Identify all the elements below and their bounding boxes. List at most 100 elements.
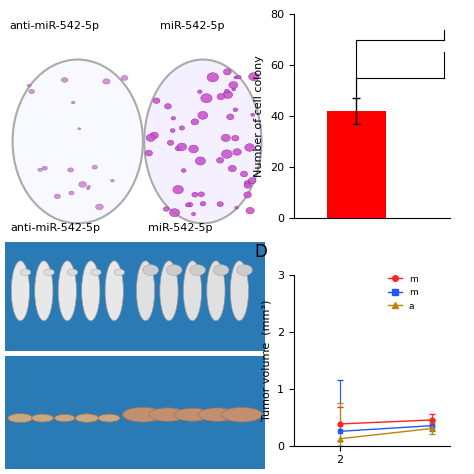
Ellipse shape xyxy=(217,201,223,207)
Ellipse shape xyxy=(103,79,110,84)
Ellipse shape xyxy=(160,261,178,321)
Ellipse shape xyxy=(232,136,239,141)
Ellipse shape xyxy=(8,413,33,423)
Ellipse shape xyxy=(221,150,232,158)
Ellipse shape xyxy=(249,73,259,81)
Ellipse shape xyxy=(198,111,208,119)
Ellipse shape xyxy=(149,408,186,421)
Ellipse shape xyxy=(146,134,155,141)
Ellipse shape xyxy=(234,76,237,79)
Ellipse shape xyxy=(78,128,81,130)
Ellipse shape xyxy=(42,166,47,170)
Ellipse shape xyxy=(217,93,225,100)
Text: B: B xyxy=(255,0,266,4)
Ellipse shape xyxy=(143,264,158,275)
Ellipse shape xyxy=(167,140,174,146)
Ellipse shape xyxy=(175,146,182,151)
Ellipse shape xyxy=(240,171,247,177)
Ellipse shape xyxy=(223,69,231,75)
Ellipse shape xyxy=(245,144,255,151)
Ellipse shape xyxy=(198,192,204,197)
Ellipse shape xyxy=(105,261,123,321)
Ellipse shape xyxy=(164,207,169,211)
Ellipse shape xyxy=(170,128,175,132)
Ellipse shape xyxy=(171,117,175,120)
Ellipse shape xyxy=(86,187,90,190)
Ellipse shape xyxy=(183,261,201,321)
Ellipse shape xyxy=(237,264,252,275)
Ellipse shape xyxy=(233,149,241,155)
Text: anti-miR-542-5p: anti-miR-542-5p xyxy=(9,21,99,31)
Ellipse shape xyxy=(114,269,125,275)
Ellipse shape xyxy=(92,165,97,169)
Ellipse shape xyxy=(55,194,60,199)
Ellipse shape xyxy=(79,182,86,187)
Text: miR-542-5p: miR-542-5p xyxy=(160,21,225,31)
Y-axis label: Number of cell colony: Number of cell colony xyxy=(255,55,264,177)
Ellipse shape xyxy=(235,206,238,209)
Ellipse shape xyxy=(55,414,75,422)
Ellipse shape xyxy=(44,269,54,275)
Ellipse shape xyxy=(110,180,114,182)
Ellipse shape xyxy=(227,114,234,120)
Ellipse shape xyxy=(195,157,206,165)
Ellipse shape xyxy=(228,165,237,172)
Ellipse shape xyxy=(181,169,186,173)
Ellipse shape xyxy=(248,178,256,184)
Ellipse shape xyxy=(187,202,193,207)
Ellipse shape xyxy=(223,91,233,99)
Ellipse shape xyxy=(144,60,262,223)
Ellipse shape xyxy=(201,94,212,103)
Ellipse shape xyxy=(207,261,225,321)
Ellipse shape xyxy=(189,145,199,153)
Ellipse shape xyxy=(244,181,251,186)
Ellipse shape xyxy=(146,150,153,156)
Legend: m, m, a: m, m, a xyxy=(384,271,421,314)
Ellipse shape xyxy=(164,104,171,109)
Ellipse shape xyxy=(221,134,230,141)
Ellipse shape xyxy=(29,90,35,93)
Ellipse shape xyxy=(185,203,190,207)
Ellipse shape xyxy=(199,408,236,421)
Ellipse shape xyxy=(121,75,128,81)
Ellipse shape xyxy=(246,207,254,214)
Ellipse shape xyxy=(213,264,229,275)
Ellipse shape xyxy=(32,414,54,422)
Ellipse shape xyxy=(96,204,103,210)
Ellipse shape xyxy=(173,185,183,194)
Ellipse shape xyxy=(177,143,187,151)
Ellipse shape xyxy=(58,261,76,321)
Ellipse shape xyxy=(170,209,180,217)
Ellipse shape xyxy=(72,101,75,104)
Ellipse shape xyxy=(137,261,155,321)
Ellipse shape xyxy=(198,90,202,93)
Ellipse shape xyxy=(230,261,248,321)
Text: D: D xyxy=(255,243,268,261)
Ellipse shape xyxy=(69,191,74,195)
Ellipse shape xyxy=(68,168,73,172)
Ellipse shape xyxy=(153,98,160,103)
Ellipse shape xyxy=(123,407,163,422)
Ellipse shape xyxy=(166,264,182,275)
Ellipse shape xyxy=(232,88,236,91)
Ellipse shape xyxy=(229,82,238,89)
Ellipse shape xyxy=(251,113,255,116)
Ellipse shape xyxy=(244,192,252,198)
Ellipse shape xyxy=(200,201,206,206)
Y-axis label: Tumor volume  (mm³): Tumor volume (mm³) xyxy=(262,300,272,421)
Ellipse shape xyxy=(62,78,68,82)
Ellipse shape xyxy=(237,75,241,79)
Text: miR-542-5p: miR-542-5p xyxy=(148,223,213,233)
Ellipse shape xyxy=(192,192,198,197)
Ellipse shape xyxy=(91,269,101,275)
Ellipse shape xyxy=(191,119,199,125)
Bar xyxy=(327,111,386,218)
Ellipse shape xyxy=(82,261,100,321)
Ellipse shape xyxy=(13,60,143,223)
Ellipse shape xyxy=(225,89,229,93)
Ellipse shape xyxy=(244,182,251,188)
Ellipse shape xyxy=(67,269,78,275)
Ellipse shape xyxy=(20,269,31,275)
Ellipse shape xyxy=(98,414,120,422)
Ellipse shape xyxy=(27,84,31,87)
